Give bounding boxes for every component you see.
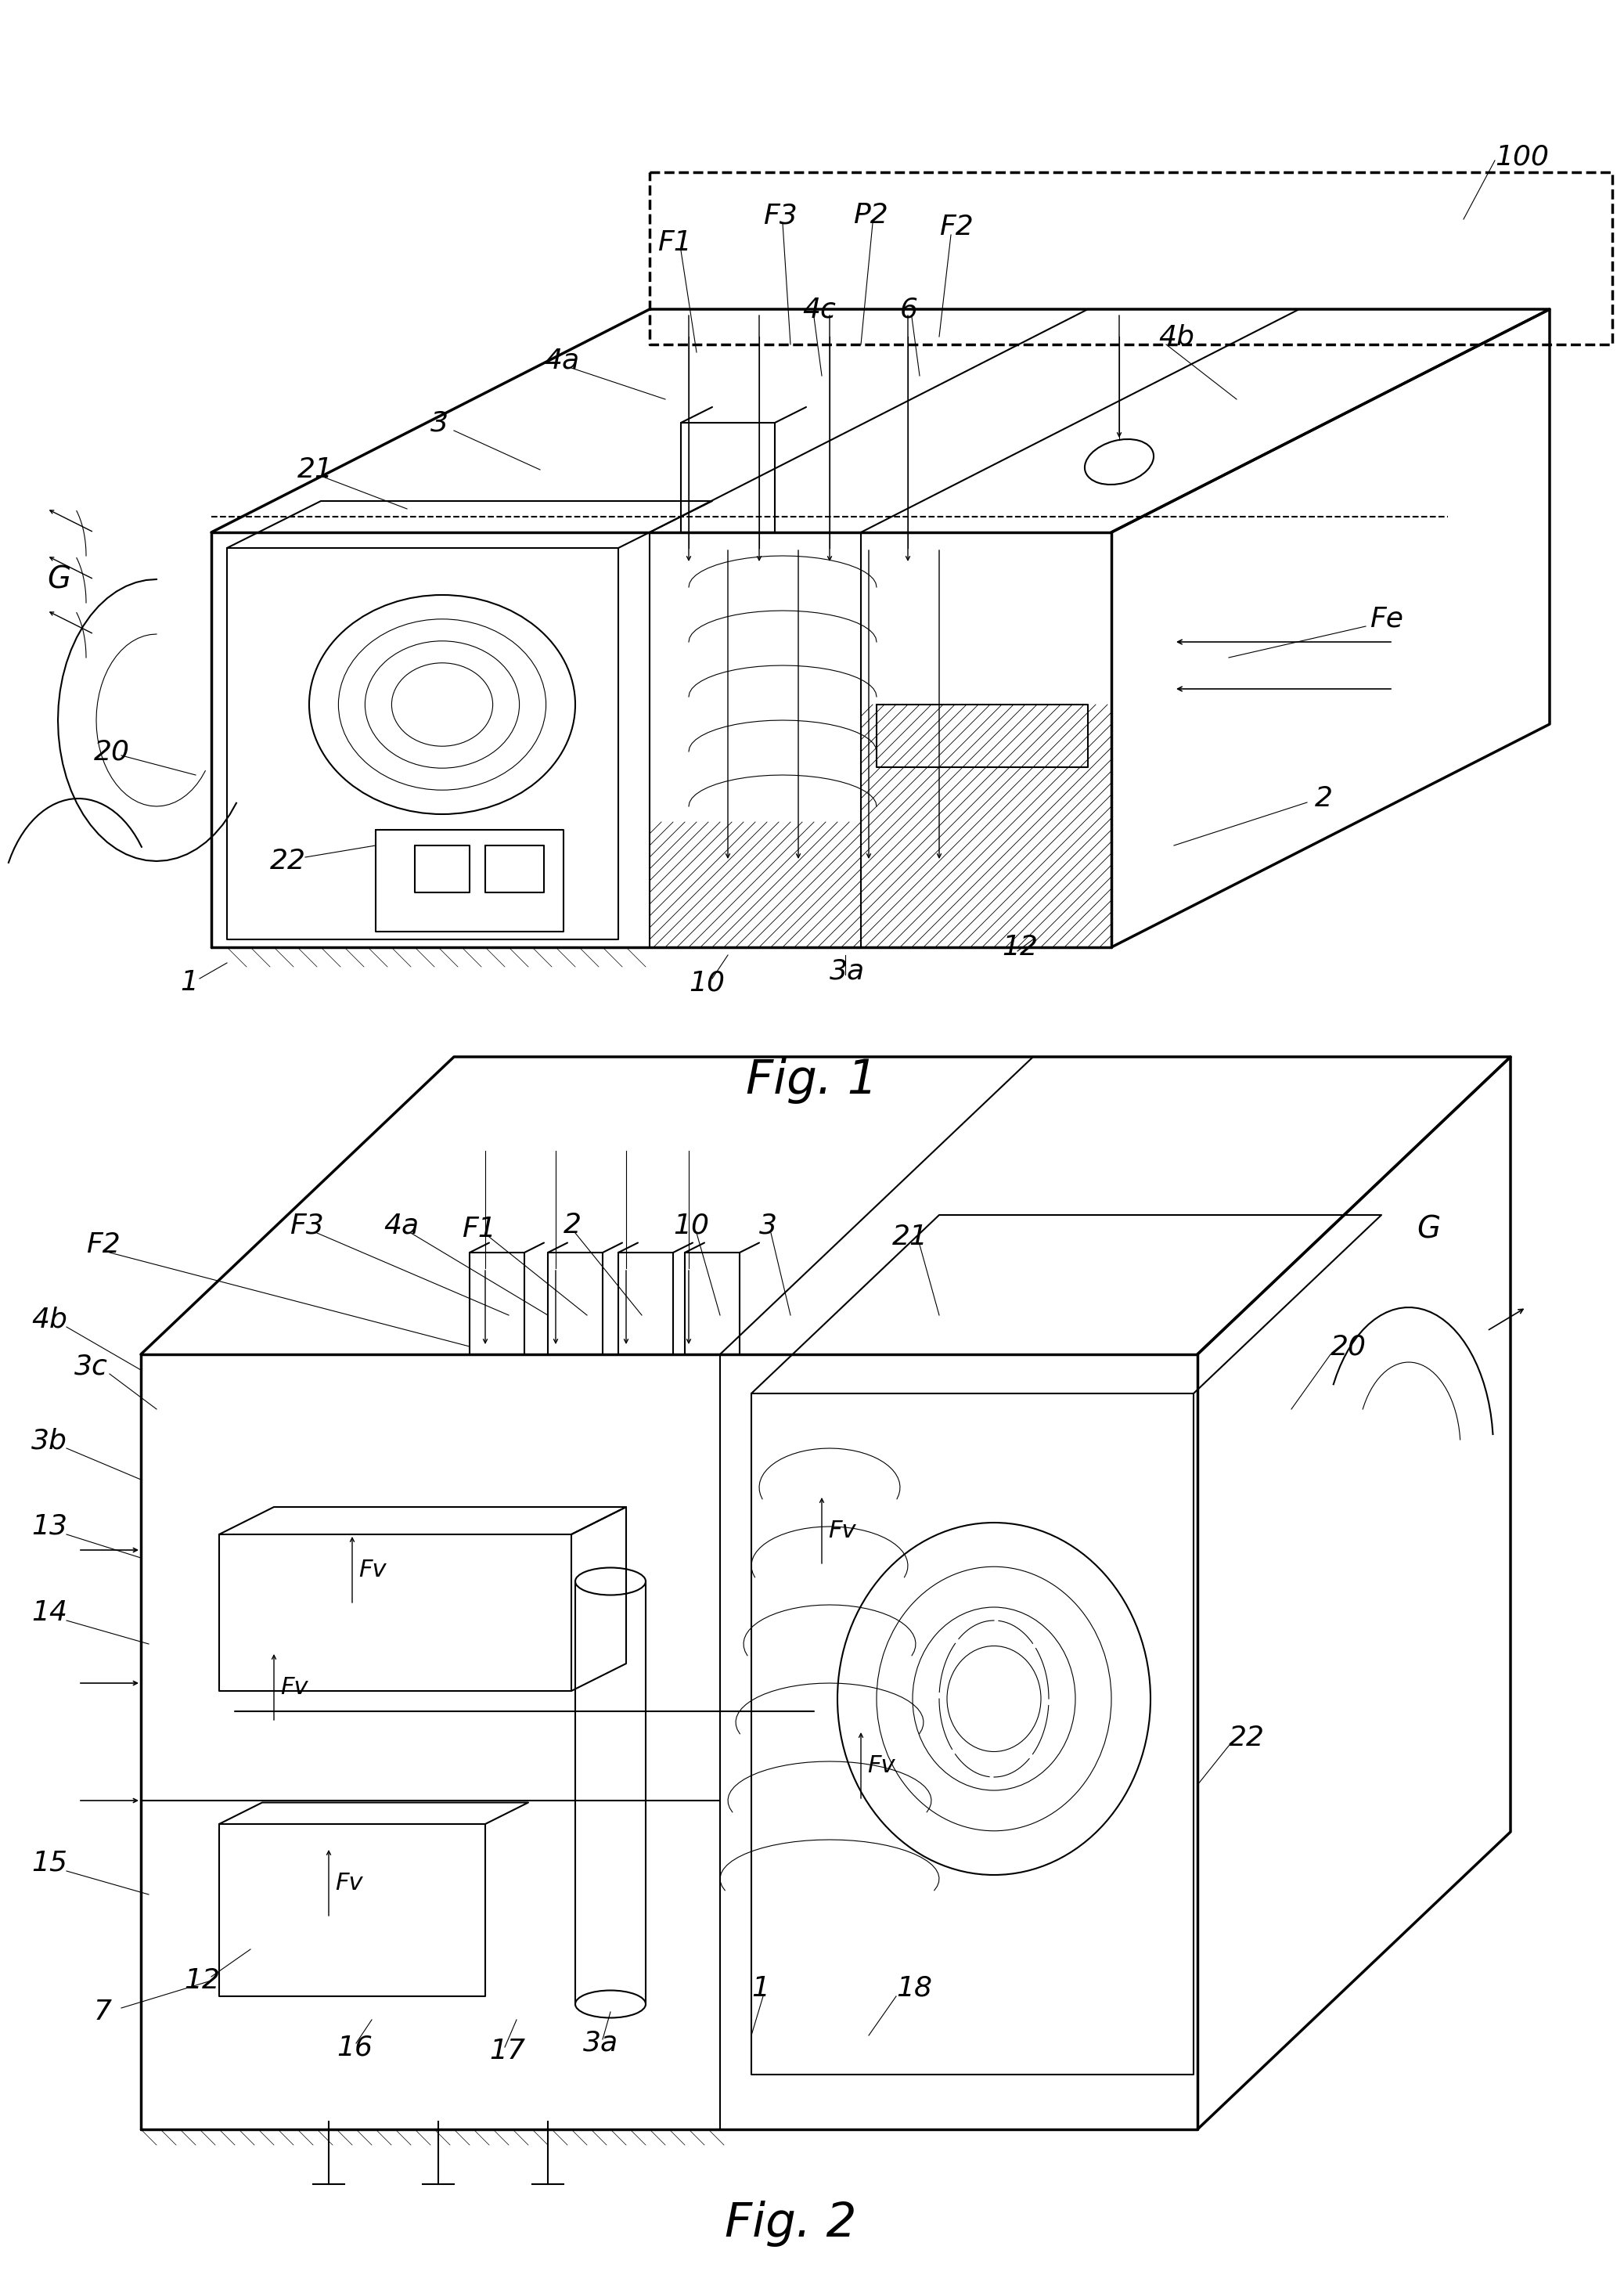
Text: 3a: 3a [830,958,866,984]
Text: F2: F2 [939,215,973,240]
Text: Fig. 1: Fig. 1 [745,1057,877,1104]
Text: 1: 1 [180,970,198,995]
Text: Fv: Fv [359,1559,387,1581]
Text: 22: 22 [270,849,305,874]
Text: Fv: Fv [828,1520,856,1543]
Text: 2: 2 [564,1212,581,1239]
Text: 10: 10 [689,970,724,995]
Text: 15: 15 [31,1851,67,1876]
Text: 20: 20 [94,737,130,764]
Text: 4a: 4a [544,347,580,374]
Text: 3a: 3a [583,2031,619,2056]
Text: 2: 2 [1315,785,1333,812]
Text: F3: F3 [289,1212,323,1239]
Text: F1: F1 [658,230,692,256]
Text: 20: 20 [1330,1333,1366,1360]
Text: 22: 22 [1229,1725,1265,1750]
Text: 17: 17 [489,2038,525,2065]
Text: G: G [47,564,70,593]
Text: 7: 7 [94,1999,112,2024]
Text: 14: 14 [31,1600,67,1627]
Text: Fv: Fv [867,1755,895,1778]
Text: Fv: Fv [281,1675,309,1698]
Text: 4c: 4c [802,297,836,322]
Text: 21: 21 [297,456,333,484]
Text: F2: F2 [86,1232,120,1257]
Text: G: G [1416,1214,1440,1244]
Text: 12: 12 [184,1967,219,1994]
Text: 10: 10 [672,1212,710,1239]
Text: 3c: 3c [75,1353,107,1378]
Text: 21: 21 [892,1223,929,1251]
Text: Fig. 2: Fig. 2 [724,2200,856,2245]
Text: 1: 1 [752,1976,770,2001]
Text: Fe: Fe [1369,605,1403,632]
Text: 18: 18 [896,1976,932,2001]
Text: 12: 12 [1002,933,1038,961]
Text: 100: 100 [1494,144,1549,169]
Text: F3: F3 [763,203,797,228]
Text: 16: 16 [336,2033,372,2061]
Text: F1: F1 [461,1216,495,1241]
Text: 6: 6 [900,297,918,322]
Text: 4b: 4b [1158,324,1194,349]
Text: 4a: 4a [383,1212,419,1239]
Text: Fv: Fv [335,1871,362,1894]
Text: 3: 3 [758,1212,778,1239]
Text: 3: 3 [430,408,448,436]
Text: P2: P2 [853,203,888,228]
Text: 13: 13 [31,1513,67,1540]
Text: 4b: 4b [31,1305,67,1333]
Text: 3b: 3b [31,1426,67,1454]
